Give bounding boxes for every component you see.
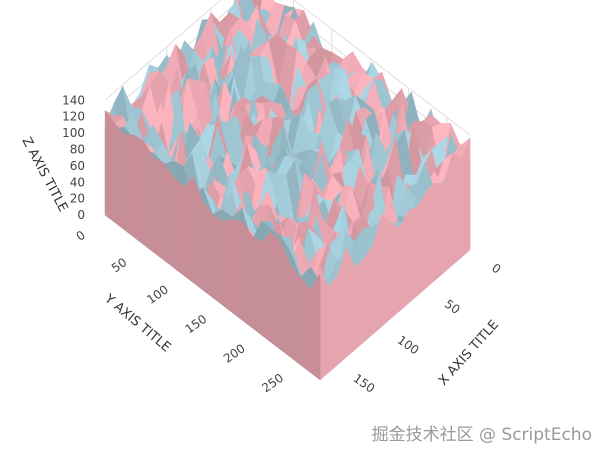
surface-pink-patch	[163, 162, 174, 268]
z-tick-label: 40	[70, 175, 85, 189]
z-gridline	[104, 0, 222, 101]
z-tick-label: 100	[62, 126, 85, 140]
surface-pink-patch	[261, 231, 272, 343]
watermark: 掘金技术社区 @ ScriptEcho	[371, 425, 592, 445]
surface-pink-patch	[390, 222, 400, 320]
surface-pink-patch	[408, 206, 418, 304]
x-axis-title: X AXIS TITLE	[436, 318, 502, 389]
z-tick-label: 80	[70, 142, 85, 156]
surface-pink-patch	[300, 277, 311, 373]
surface-pink-patch	[381, 213, 391, 327]
z-tick-label: 140	[62, 93, 85, 107]
surface-pink-patch	[461, 137, 471, 259]
surface-pink-patch	[114, 122, 125, 231]
surface-pink-patch	[183, 176, 194, 283]
y-tick-label: 250	[259, 371, 286, 396]
surface-pink-patch	[346, 247, 356, 358]
y-tick-label: 50	[109, 255, 130, 275]
x-tick-label: 150	[351, 371, 378, 396]
surface-pink-patch	[364, 245, 374, 343]
z-gridline	[293, 0, 471, 136]
surface-pink-patch	[173, 176, 184, 276]
surface-pink-patch	[310, 273, 321, 381]
z-tick-label: 0	[77, 208, 85, 222]
surface-pink-patch	[241, 220, 252, 328]
z-axis-title: Z AXIS TITLE	[18, 135, 70, 215]
z-tick-label: 120	[62, 110, 85, 124]
surface-pink-patch	[202, 200, 213, 298]
surface-pink-patch	[425, 182, 435, 289]
z-tick-label: 20	[70, 192, 85, 206]
surface-pink-patch	[271, 231, 282, 351]
surface-pink-patch	[153, 157, 164, 261]
surface-pink-patch	[143, 140, 155, 253]
surface-pink-patch	[328, 274, 338, 373]
surface-pink-patch	[434, 183, 444, 281]
z-tick-label: 60	[70, 159, 85, 173]
surface-pink-patch	[231, 219, 243, 321]
surface-pink-patch	[399, 210, 409, 312]
x-tick-label: 0	[489, 261, 503, 277]
surface-pink-patch	[134, 134, 145, 246]
surface-pink-patch	[251, 234, 262, 336]
surface-pink-patch	[124, 134, 135, 238]
x-tick-label: 100	[395, 333, 422, 358]
y-tick-label: 200	[221, 341, 248, 366]
y-axis-title: Y AXIS TITLE	[101, 291, 174, 355]
surface-layer	[104, 0, 471, 381]
surface-pink-patch	[222, 219, 233, 313]
y-tick-label: 150	[183, 312, 210, 337]
surface-pink-patch	[104, 110, 116, 223]
surface-pink-patch	[319, 273, 330, 381]
surface-pink-patch	[212, 214, 223, 306]
x-tick-label: 50	[442, 297, 463, 317]
y-tick-label: 0	[74, 228, 88, 244]
y-tick-label: 100	[144, 282, 171, 307]
surface-pink-patch	[416, 191, 427, 297]
surface-pink-patch	[355, 257, 365, 350]
surface-pink-patch	[290, 264, 301, 366]
surface-pink-patch	[452, 152, 462, 266]
